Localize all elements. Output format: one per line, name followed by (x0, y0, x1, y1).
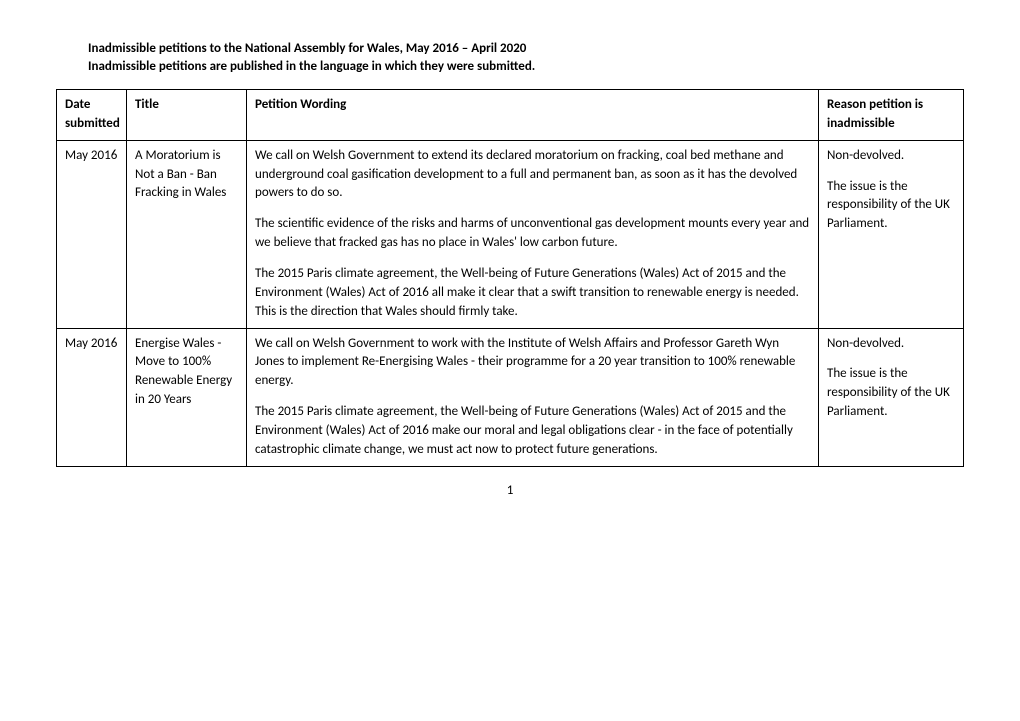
intro-heading: Inadmissible petitions to the National A… (56, 40, 964, 75)
reason-paragraph: Non-devolved. (827, 147, 955, 166)
wording-paragraph: The scientific evidence of the risks and… (255, 215, 810, 253)
header-reason: Reason petition is inadmissible (819, 90, 964, 141)
intro-line-2: Inadmissible petitions are published in … (88, 58, 964, 76)
wording-paragraph: We call on Welsh Government to extend it… (255, 147, 810, 204)
table-row: May 2016 A Moratorium is Not a Ban - Ban… (57, 140, 964, 328)
wording-paragraph: The 2015 Paris climate agreement, the We… (255, 403, 810, 460)
header-wording: Petition Wording (247, 90, 819, 141)
cell-date: May 2016 (57, 328, 127, 466)
wording-paragraph: We call on Welsh Government to work with… (255, 335, 810, 392)
reason-paragraph: The issue is the responsibility of the U… (827, 365, 955, 422)
cell-wording: We call on Welsh Government to extend it… (247, 140, 819, 328)
cell-title: A Moratorium is Not a Ban - Ban Fracking… (127, 140, 247, 328)
wording-paragraph: The 2015 Paris climate agreement, the We… (255, 265, 810, 322)
cell-date: May 2016 (57, 140, 127, 328)
header-date: Date submitted (57, 90, 127, 141)
cell-reason: Non-devolved. The issue is the responsib… (819, 140, 964, 328)
page-number: 1 (56, 483, 964, 498)
table-row: May 2016 Energise Wales - Move to 100% R… (57, 328, 964, 466)
intro-line-1: Inadmissible petitions to the National A… (88, 40, 964, 58)
cell-title: Energise Wales - Move to 100% Renewable … (127, 328, 247, 466)
reason-paragraph: The issue is the responsibility of the U… (827, 178, 955, 235)
petitions-table: Date submitted Title Petition Wording Re… (56, 89, 964, 467)
reason-paragraph: Non-devolved. (827, 335, 955, 354)
cell-wording: We call on Welsh Government to work with… (247, 328, 819, 466)
document-page: Inadmissible petitions to the National A… (0, 0, 1020, 498)
cell-reason: Non-devolved. The issue is the responsib… (819, 328, 964, 466)
table-header-row: Date submitted Title Petition Wording Re… (57, 90, 964, 141)
header-title: Title (127, 90, 247, 141)
